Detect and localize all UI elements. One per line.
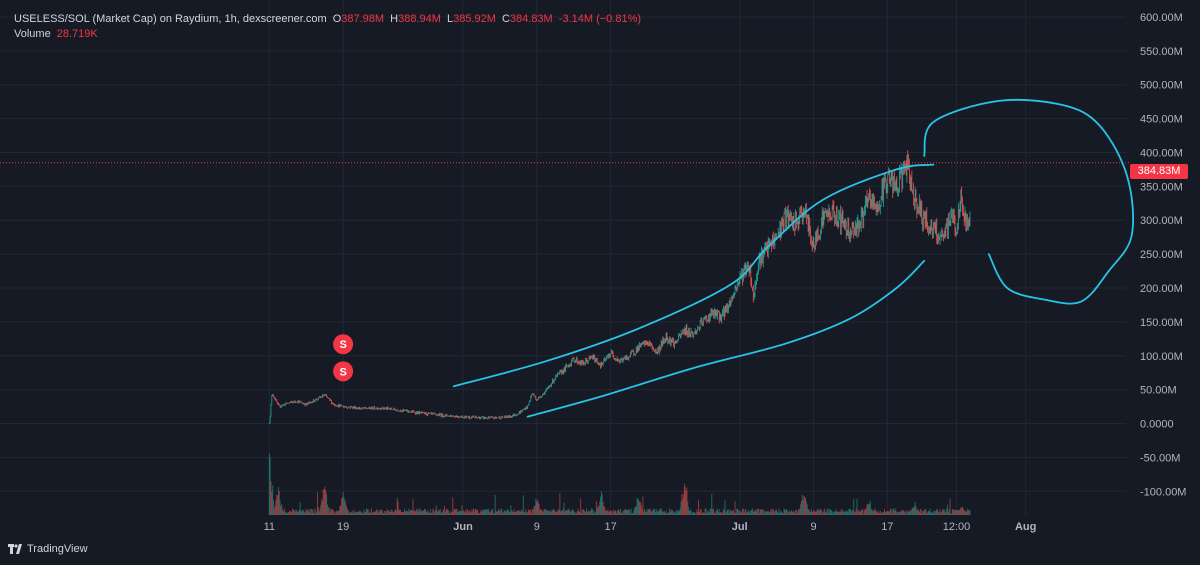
open-value: 387.98M — [341, 13, 385, 25]
close-value: 384.83M — [509, 13, 553, 25]
x-tick-label: 17 — [881, 521, 893, 533]
x-tick-label: 9 — [810, 521, 816, 533]
y-tick-label: 350.00M — [1140, 181, 1183, 193]
x-tick-label: Jul — [732, 521, 748, 533]
tradingview-logo-icon — [8, 544, 22, 554]
brand-label: TradingView — [27, 543, 88, 555]
x-tick-label: Jun — [453, 521, 473, 533]
y-tick-label: 150.00M — [1140, 317, 1183, 329]
x-tick-label: 19 — [337, 521, 349, 533]
y-tick-label: 0.0000 — [1140, 419, 1174, 431]
y-tick-label: 300.00M — [1140, 215, 1183, 227]
sell-marker-label: S — [339, 339, 346, 351]
sell-marker-label: S — [339, 366, 346, 378]
y-tick-label: 600.00M — [1140, 12, 1183, 24]
close-label: C — [501, 13, 510, 25]
y-tick-label: 450.00M — [1140, 114, 1183, 126]
y-tick-label: 50.00M — [1140, 385, 1177, 397]
volume-bars — [268, 453, 971, 515]
volume-label: Volume — [14, 28, 51, 40]
y-axis: 600.00M 550.00M 500.00M 450.00M 400.00M 350.0… — [1140, 12, 1186, 498]
x-tick-label: 12:00 — [943, 521, 971, 533]
y-tick-label: 100.00M — [1140, 351, 1183, 363]
y-tick-label: 400.00M — [1140, 147, 1183, 159]
y-tick-label: 500.00M — [1140, 80, 1183, 92]
legend-volume-row: Volume 28.719K — [14, 27, 644, 42]
y-tick-label: -100.00M — [1140, 486, 1186, 498]
x-tick-label: Aug — [1015, 521, 1036, 533]
high-label: H — [390, 13, 399, 25]
sell-marker[interactable]: S — [333, 334, 354, 355]
legend-ohlc-row: USELESS/SOL (Market Cap) on Raydium, 1h,… — [14, 12, 644, 27]
annotation-lower-channel-line — [526, 259, 926, 418]
chart-legend: USELESS/SOL (Market Cap) on Raydium, 1h,… — [14, 12, 644, 42]
open-label: O — [332, 13, 342, 25]
symbol-title: USELESS/SOL (Market Cap) on Raydium, 1h,… — [14, 13, 327, 25]
high-value: 388.94M — [398, 13, 441, 25]
grid — [0, 0, 1126, 515]
x-axis: 11 19 Jun 9 17 Jul 9 17 12:00 Aug — [264, 521, 1037, 533]
y-tick-label: 250.00M — [1140, 249, 1183, 261]
sell-marker-dot — [333, 361, 354, 382]
annotation-upper-channel-line — [452, 163, 935, 388]
x-tick-label: 17 — [604, 521, 616, 533]
low-value: 385.92M — [453, 13, 496, 25]
sell-marker[interactable]: S — [333, 361, 354, 382]
x-tick-label: 9 — [534, 521, 540, 533]
y-tick-label: 200.00M — [1140, 283, 1183, 295]
volume-value: 28.719K — [56, 28, 98, 40]
tradingview-branding[interactable]: TradingView — [8, 543, 88, 555]
signal-markers: SS — [333, 334, 354, 382]
drawn-annotations — [452, 98, 1134, 418]
y-tick-label: -50.00M — [1140, 452, 1180, 464]
price-candles — [268, 150, 971, 425]
x-tick-label: 11 — [264, 521, 275, 533]
low-label: L — [446, 13, 454, 25]
y-tick-label: 550.00M — [1140, 46, 1183, 58]
sell-marker-dot — [333, 334, 354, 355]
change-value: -3.14M (−0.81%) — [558, 13, 642, 25]
annotation-circle — [923, 98, 1134, 305]
last-price-tag: 384.83M — [1130, 164, 1188, 179]
